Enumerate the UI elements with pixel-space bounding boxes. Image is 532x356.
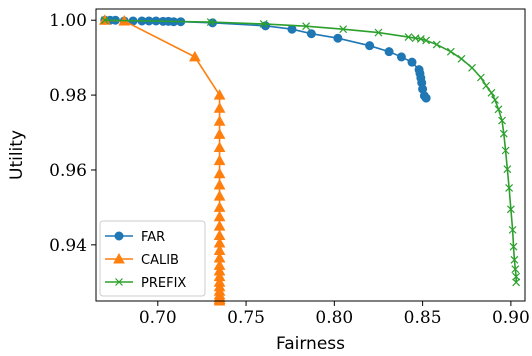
plot-frame — [95, 8, 526, 302]
legend-marker-prefix — [115, 278, 123, 286]
legend-entry-calib: CALIB — [105, 252, 179, 268]
data-point-calib — [213, 167, 226, 179]
data-point-prefix — [512, 278, 521, 287]
x-tick-label: 0.80 — [315, 308, 353, 328]
data-point-calib — [213, 89, 226, 100]
y-tick-label: 0.98 — [49, 86, 87, 106]
data-point-far — [421, 93, 431, 103]
data-point-prefix — [509, 242, 518, 251]
x-tick-label: 0.70 — [139, 308, 177, 328]
data-point-calib — [213, 115, 226, 126]
legend-label-calib: CALIB — [141, 253, 179, 268]
data-point-prefix — [511, 265, 520, 274]
data-point-prefix — [505, 184, 514, 192]
y-tick-label: 1.00 — [49, 11, 87, 31]
data-point-prefix — [374, 28, 383, 37]
data-point-calib — [213, 210, 226, 222]
legend-marker-far — [114, 231, 124, 241]
data-point-calib — [213, 128, 226, 139]
series-prefix — [100, 16, 521, 287]
data-point-prefix — [302, 22, 311, 31]
data-point-prefix — [506, 205, 515, 214]
legend-marker-calib — [113, 252, 125, 264]
data-point-prefix — [259, 20, 268, 28]
data-point-prefix — [404, 33, 413, 42]
legend-label-prefix: PREFIX — [141, 276, 186, 291]
data-point-calib — [213, 201, 226, 212]
data-point-calib — [213, 141, 226, 153]
data-point-far — [407, 57, 417, 67]
data-point-prefix — [482, 81, 491, 90]
data-point-calib — [213, 190, 226, 201]
data-point-prefix — [512, 272, 521, 281]
y-tick-label: 0.96 — [49, 161, 87, 181]
x-tick-label: 0.90 — [492, 308, 530, 328]
data-point-far — [306, 29, 316, 39]
data-point-prefix — [503, 165, 512, 174]
data-point-calib — [213, 102, 226, 113]
data-point-prefix — [206, 18, 215, 27]
data-point-far — [365, 41, 375, 51]
data-point-prefix — [491, 96, 499, 104]
data-point-prefix — [468, 63, 476, 72]
series-far — [100, 15, 431, 103]
data-point-calib — [189, 50, 201, 62]
data-point-prefix — [499, 129, 508, 138]
y-axis-label: Utility — [7, 130, 27, 180]
data-point-far — [333, 33, 343, 43]
data-point-prefix — [100, 16, 109, 25]
legend-entry-far: FAR — [105, 230, 165, 245]
data-point-far — [384, 47, 394, 57]
data-point-prefix — [446, 47, 455, 56]
data-point-prefix — [339, 25, 348, 34]
data-point-prefix — [487, 88, 496, 97]
legend-box — [99, 220, 206, 297]
data-point-prefix — [498, 116, 506, 125]
data-point-far — [396, 52, 406, 62]
x-tick-label: 0.75 — [227, 308, 265, 328]
tick-layer: 0.70 0.75 0.80 0.85 0.90 0.94 0.96 0.98 1.00 — [49, 11, 530, 328]
x-tick-label: 0.85 — [404, 308, 442, 328]
data-point-prefix — [432, 40, 441, 49]
data-point-prefix — [476, 73, 485, 82]
data-point-prefix — [416, 35, 425, 43]
legend-entry-prefix: PREFIX — [105, 276, 186, 291]
data-point-prefix — [457, 54, 466, 63]
legend-label-far: FAR — [141, 230, 165, 245]
x-axis-label: Fairness — [276, 334, 345, 354]
data-point-prefix — [501, 146, 510, 155]
data-point-calib — [213, 178, 226, 190]
data-point-prefix — [422, 36, 431, 45]
legend: FAR CALIB PREFIX — [99, 220, 206, 297]
data-point-calib — [213, 154, 226, 166]
data-point-prefix — [508, 225, 517, 234]
data-point-prefix — [494, 105, 503, 114]
y-tick-label: 0.94 — [49, 236, 87, 256]
data-point-calib — [213, 220, 226, 231]
data-point-prefix — [510, 255, 519, 264]
